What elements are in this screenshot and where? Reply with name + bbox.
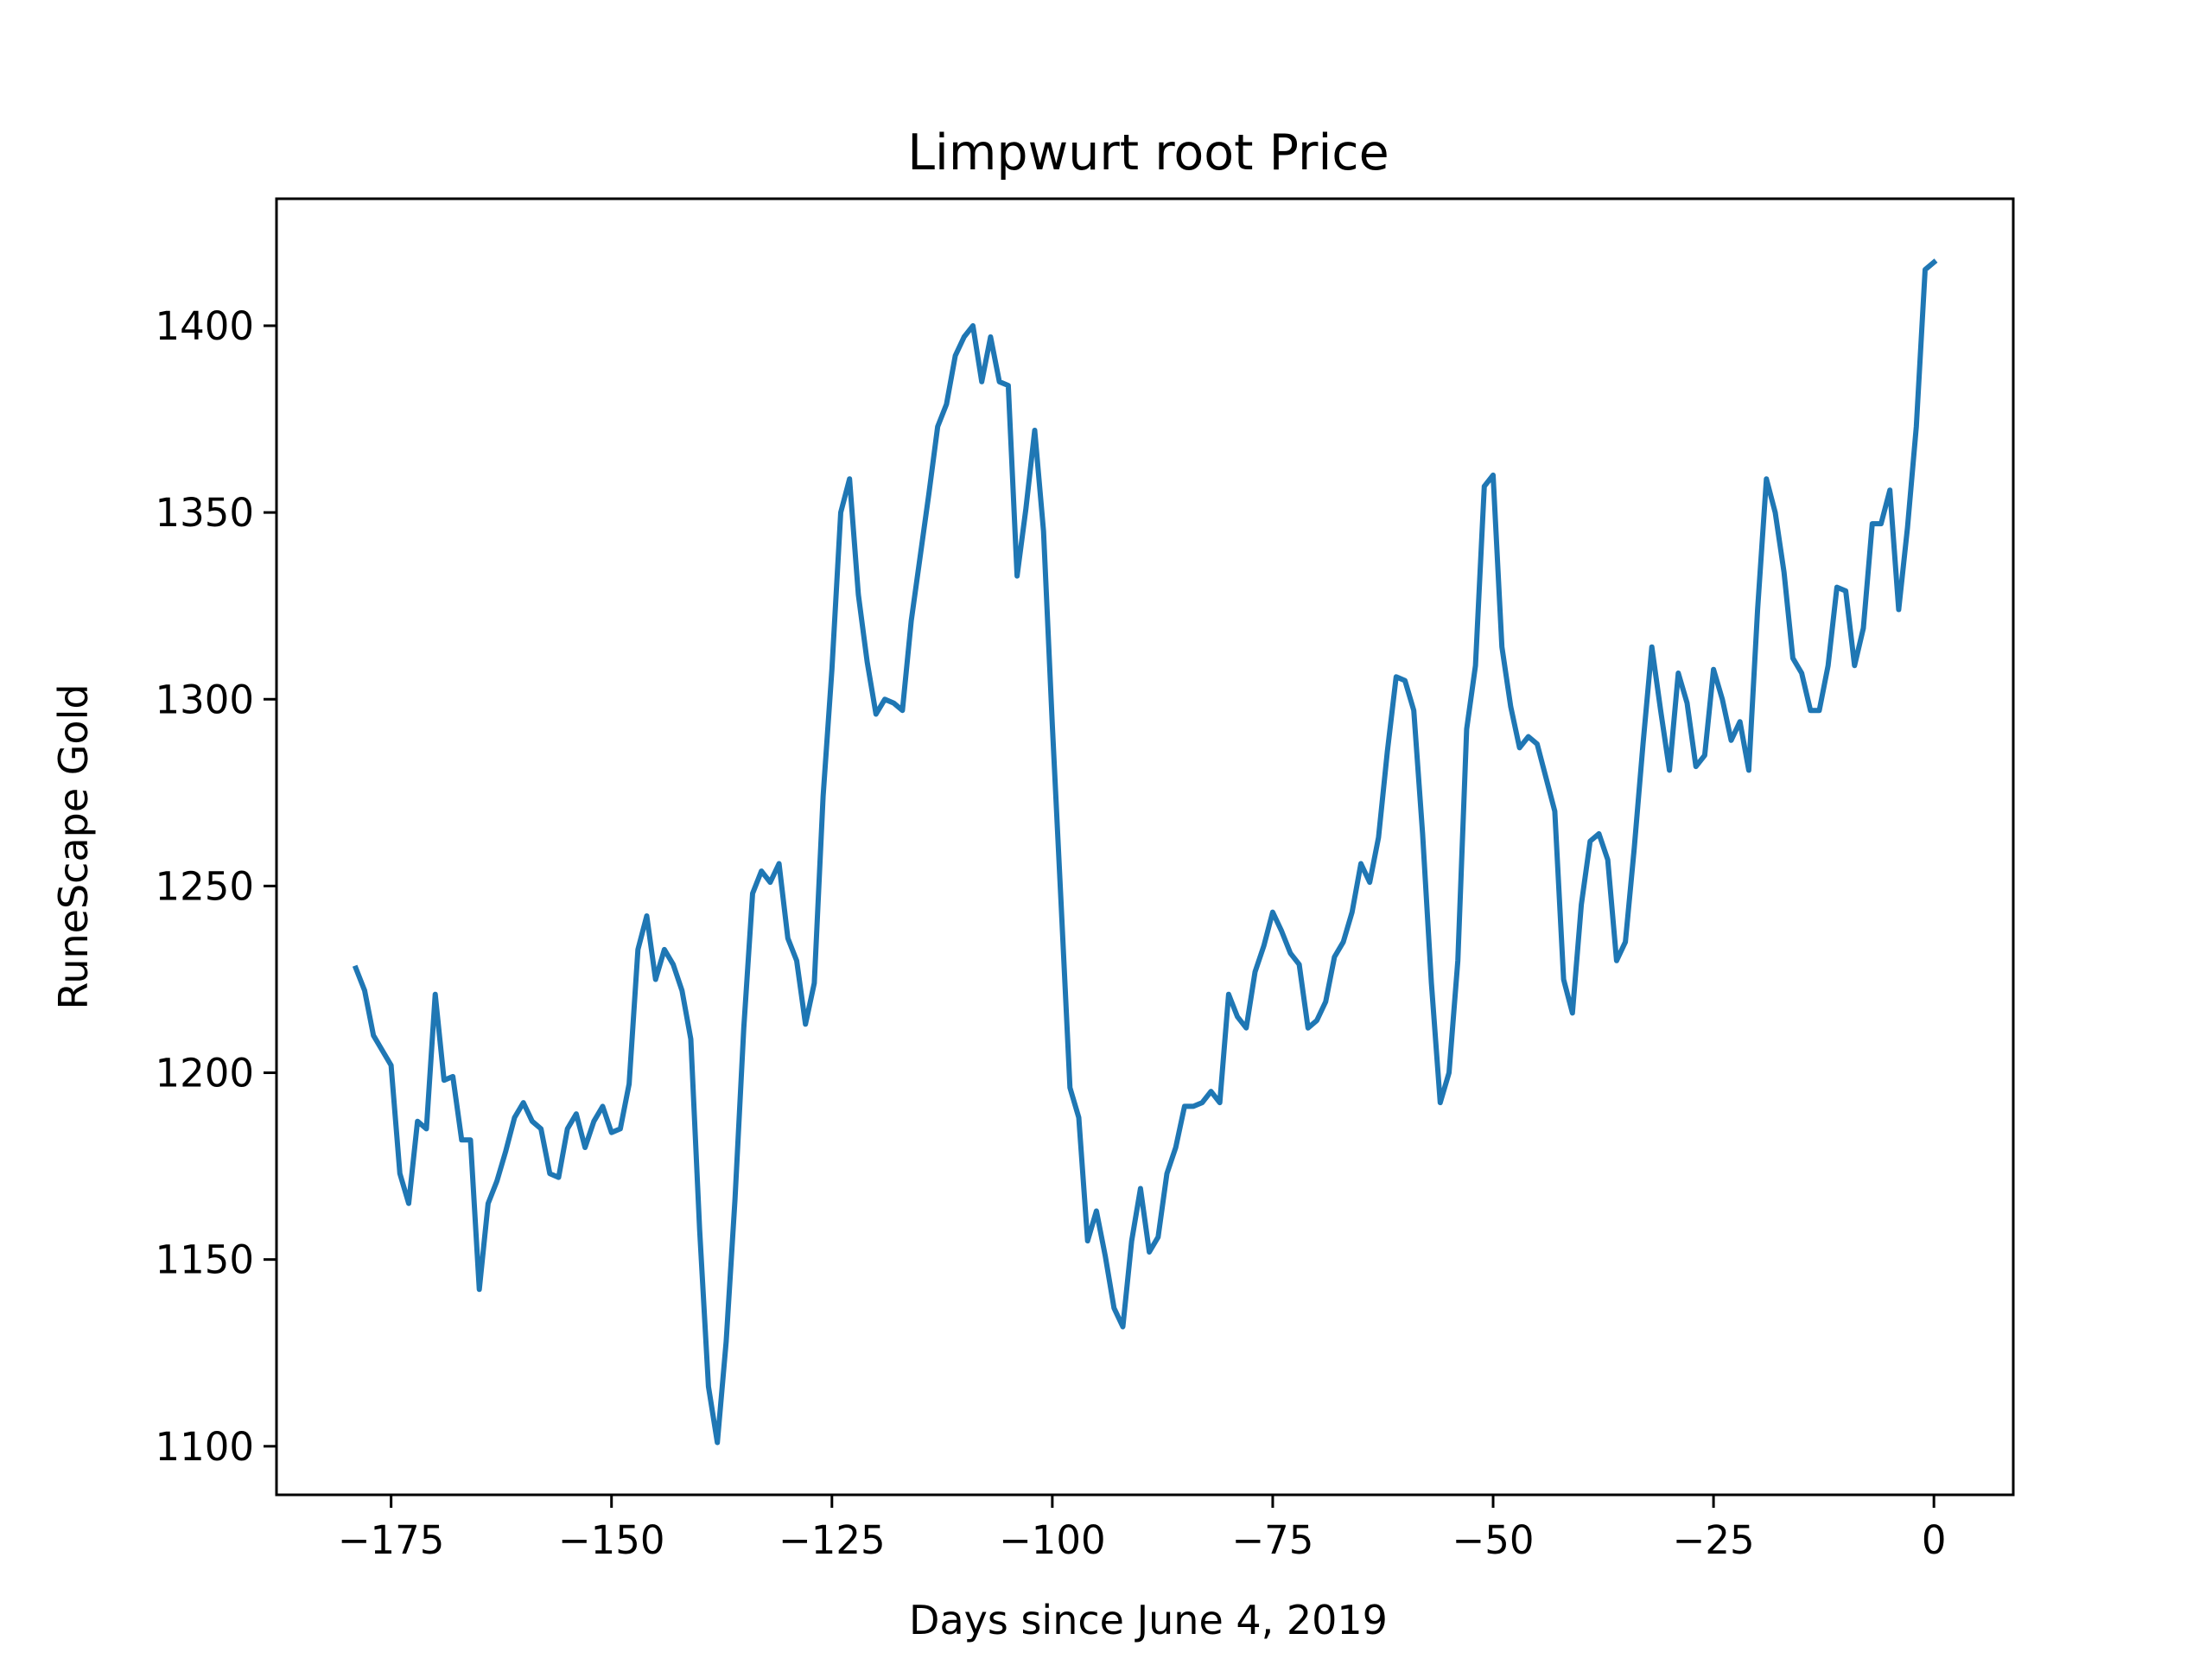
y-axis-title: RuneScape Gold — [50, 683, 97, 1009]
y-tick-label: 1150 — [155, 1237, 254, 1283]
y-tick-label: 1350 — [155, 490, 254, 536]
x-tick-label: −150 — [558, 1517, 665, 1563]
price-line — [352, 258, 1938, 1446]
y-tick-label: 1200 — [155, 1051, 254, 1096]
x-tick-label: 0 — [1922, 1517, 1947, 1563]
x-tick-label: −50 — [1452, 1517, 1535, 1563]
chart-title: Limpwurt root Price — [907, 124, 1389, 181]
y-tick-label: 1250 — [155, 863, 254, 909]
x-tick-label: −175 — [338, 1517, 445, 1563]
plot-area — [276, 199, 2013, 1495]
y-tick-label: 1100 — [155, 1424, 254, 1470]
x-axis-title: Days since June 4, 2019 — [909, 1597, 1388, 1643]
plot-background — [276, 199, 2013, 1495]
x-tick-label: −75 — [1231, 1517, 1313, 1563]
x-tick-label: −25 — [1673, 1517, 1755, 1563]
x-tick-label: −125 — [779, 1517, 886, 1563]
y-axis: 1100 1150 1200 1250 1300 1350 1400 — [155, 303, 276, 1470]
x-tick-label: −100 — [999, 1517, 1106, 1563]
y-tick-label: 1400 — [155, 303, 254, 349]
y-tick-label: 1300 — [155, 677, 254, 722]
plot-frame — [275, 197, 2015, 1497]
x-axis: −175 −150 −125 −100 −75 −50 −25 0 — [338, 1495, 1947, 1563]
